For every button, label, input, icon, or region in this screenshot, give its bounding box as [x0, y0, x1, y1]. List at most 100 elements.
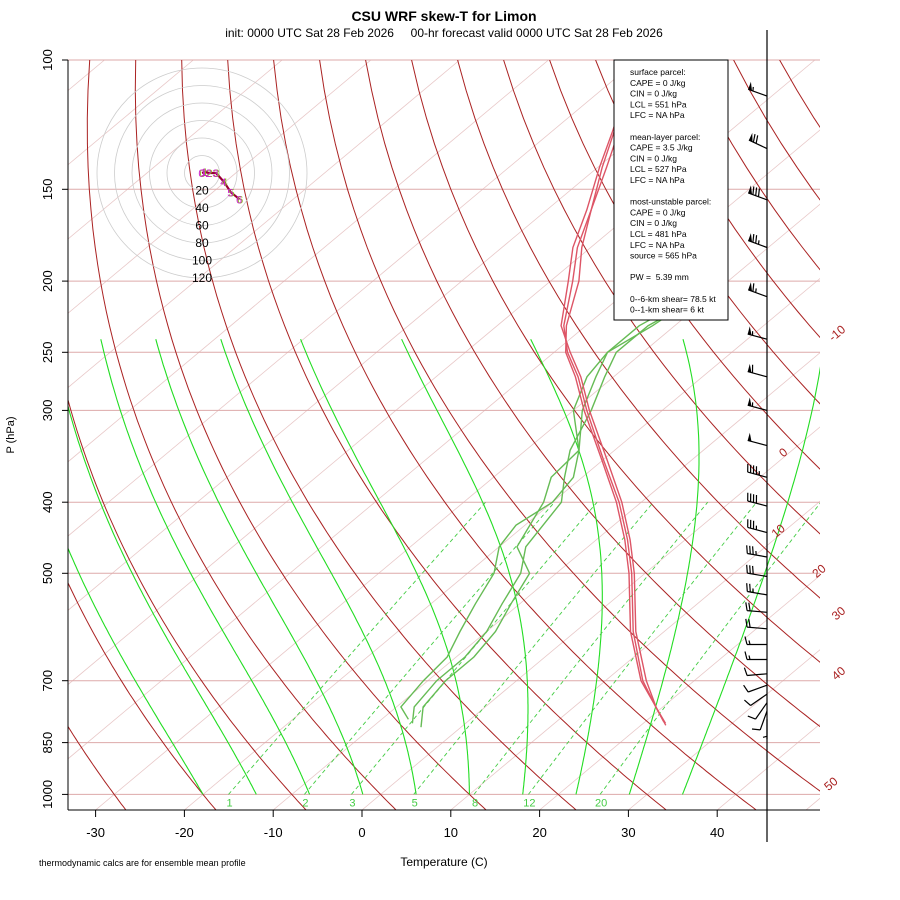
isotherm-label: 10: [769, 521, 788, 541]
moist-adiabats: [68, 338, 820, 795]
wind-barb-flag: [747, 326, 752, 336]
mixing-ratio-line: [413, 501, 654, 795]
stats-line: 0--1-km shear= 6 kt: [630, 305, 705, 315]
isotherm-line: [805, 797, 820, 810]
footnote: thermodynamic calcs are for ensemble mea…: [39, 858, 246, 868]
dry-adiabat: [227, 60, 667, 810]
isotherm-line: [68, 60, 727, 611]
isotherm-line: [68, 60, 460, 389]
y-tick-label: 500: [40, 562, 55, 584]
isotherm-line: [628, 649, 820, 810]
stats-line: LFC = NA hPa: [630, 175, 685, 185]
chart-title: CSU WRF skew-T for Limon: [351, 8, 536, 24]
wind-barb-flag: [747, 397, 752, 407]
hodograph-ring-label: 40: [195, 201, 209, 215]
isotherm-label: 20: [809, 561, 828, 581]
isotherm-label: -10: [826, 322, 849, 344]
hodograph-height-label: 5: [228, 187, 234, 199]
dry-adiabats: [68, 60, 820, 810]
y-tick-label: 400: [40, 491, 55, 513]
stats-box-frame: [613, 59, 729, 321]
wind-barb-flag: [748, 185, 752, 195]
moist-adiabat: [68, 404, 257, 795]
hodograph-ring: [166, 137, 238, 209]
chart-subtitle: init: 0000 UTC Sat 28 Feb 2026 00-hr for…: [225, 26, 663, 40]
stats-line: CIN = 0 J/kg: [630, 89, 677, 99]
hodograph-ring-label: 120: [192, 271, 212, 285]
isotherm-line: [450, 500, 820, 810]
stats-line: LCL = 551 hPa: [630, 99, 687, 109]
dry-adiabat: [503, 60, 820, 535]
dry-adiabat: [779, 60, 820, 129]
mixing-ratio-label: 12: [523, 797, 535, 809]
wind-barb-flag: [748, 81, 752, 91]
isotherm-label: 40: [829, 663, 848, 683]
mixing-ratio-labels: 1 2 3 5 8 12 20: [226, 797, 607, 809]
isotherm-line: [68, 60, 549, 463]
wind-barb: [745, 602, 768, 613]
stats-line: CIN = 0 J/kg: [630, 153, 677, 163]
moist-adiabat: [401, 338, 529, 795]
dry-adiabat: [365, 60, 820, 728]
x-tick-label: 20: [532, 825, 546, 840]
stats-line: LCL = 481 hPa: [630, 229, 687, 239]
mixing-ratio-line: [599, 502, 820, 795]
isotherm-line: [95, 203, 820, 810]
hodograph-height-label: 6: [236, 194, 242, 206]
moist-adiabat: [530, 338, 603, 795]
wind-barb: [762, 719, 768, 740]
stats-line: CAPE = 3.5 J/kg: [630, 143, 693, 153]
hodograph-height-label: 0: [200, 168, 206, 180]
isotherm-line: [361, 426, 820, 810]
moist-adiabat: [68, 547, 204, 795]
wind-barb: [746, 583, 768, 596]
wind-barb: [747, 702, 768, 720]
wind-barb: [746, 564, 768, 578]
dry-adiabat: [457, 60, 820, 599]
hodograph-height-label: 1: [202, 167, 208, 179]
mixing-ratio-label: 5: [412, 797, 418, 809]
stats-line: LFC = NA hPa: [630, 110, 685, 120]
stats-line: 0--6-km shear= 78.5 kt: [630, 294, 716, 304]
mixing-ratio-label: 2: [302, 797, 308, 809]
wind-barb: [747, 463, 768, 478]
stats-line: PW = 5.39 mm: [630, 272, 689, 282]
dry-adiabat: [68, 398, 307, 810]
hodograph-height-label: 3: [212, 168, 218, 180]
hodograph-ring: [131, 102, 273, 244]
dry-adiabat: [68, 725, 127, 810]
hodograph-ring-label: 20: [195, 184, 209, 198]
wind-barb: [744, 693, 768, 706]
isotherm-line: [716, 723, 820, 810]
dry-adiabat: [411, 60, 820, 663]
hodograph-ring: [114, 85, 290, 261]
isotherm-label: 30: [829, 603, 848, 623]
temperature-axis-ticks: -30 -20 -10 0 10 20 30 40: [86, 810, 724, 840]
stats-line: surface parcel:: [630, 67, 686, 77]
isotherm-lines: [68, 60, 900, 810]
moist-adiabat: [681, 366, 820, 795]
isotherm-line: [68, 60, 372, 314]
mixing-ratio-lines: [228, 501, 820, 795]
dry-adiabat: [273, 60, 757, 810]
hodograph-height-label: 4: [221, 177, 227, 189]
wind-barb-flag: [748, 282, 752, 292]
dry-adiabat: [595, 60, 820, 405]
stats-line: CIN = 0 J/kg: [630, 218, 677, 228]
temperature-profile: [560, 104, 667, 726]
hodograph-ring-label: 60: [195, 219, 209, 233]
y-tick-label: 200: [40, 270, 55, 292]
wind-barb: [747, 186, 768, 201]
temperature-member-line: [564, 104, 665, 722]
hodograph-height-label: 3: [214, 168, 220, 180]
stats-line: LCL = 527 hPa: [630, 164, 687, 174]
moist-adiabat: [300, 338, 470, 795]
wind-barb-flag: [747, 432, 752, 442]
hodograph-ring-label: 100: [192, 254, 212, 268]
stats-line: LFC = NA hPa: [630, 240, 685, 250]
dry-adiabat: [181, 60, 577, 810]
y-tick-label: 250: [40, 341, 55, 363]
hodograph-height-label: 5: [227, 187, 233, 199]
isotherm-line: [895, 60, 900, 810]
